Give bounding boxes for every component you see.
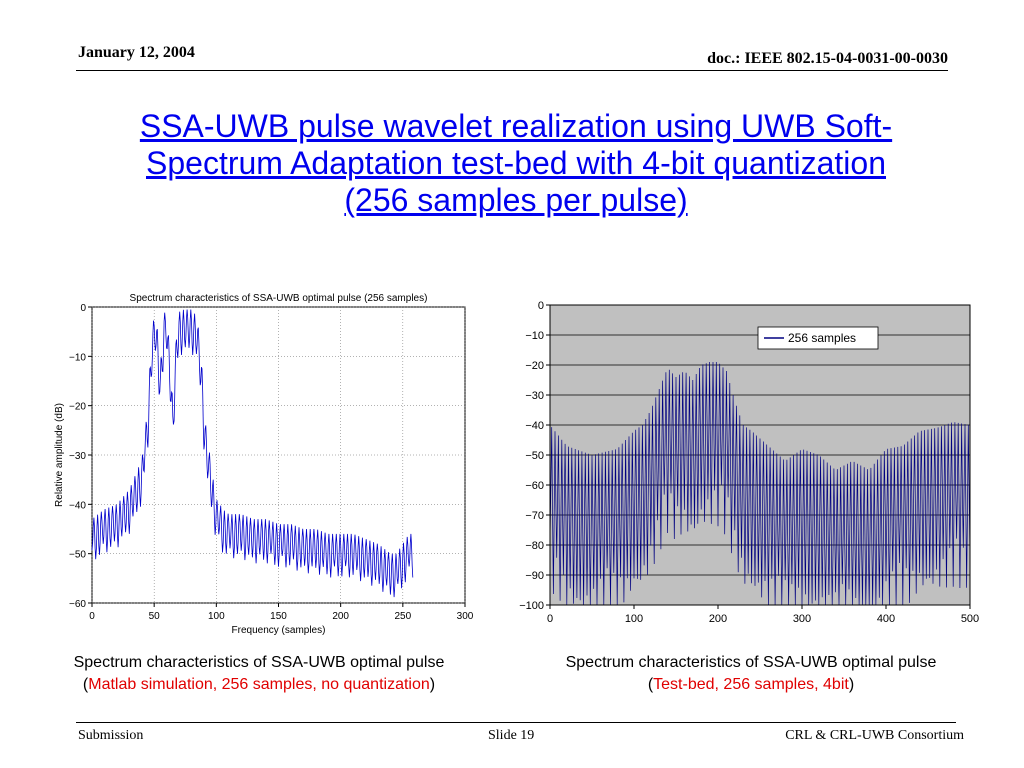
x-axis-label: Frequency (samples) <box>232 625 326 635</box>
left-caption-close: ) <box>429 676 436 693</box>
x-tick-label: 200 <box>709 613 727 625</box>
y-tick-label: −60 <box>525 480 544 492</box>
y-tick-label: −10 <box>69 352 86 363</box>
chart-title: Spectrum characteristics of SSA-UWB opti… <box>130 293 428 304</box>
y-tick-label: −20 <box>525 360 544 372</box>
y-tick-label: −30 <box>525 390 544 402</box>
x-tick-label: 100 <box>625 613 643 625</box>
header-doc-id: doc.: IEEE 802.15-04-0031-00-0030 <box>707 50 948 67</box>
right-caption-open: ( <box>647 676 654 693</box>
y-tick-label: −50 <box>525 450 544 462</box>
y-tick-label: −90 <box>525 570 544 582</box>
y-tick-label: −30 <box>69 451 86 462</box>
y-tick-label: −70 <box>525 510 544 522</box>
left-caption-open: ( <box>82 676 89 693</box>
x-tick-label: 0 <box>89 611 95 622</box>
y-tick-label: 0 <box>538 300 544 312</box>
y-tick-label: −50 <box>69 550 86 561</box>
footer-organization: CRL & CRL-UWB Consortium <box>785 728 964 743</box>
header-date: January 12, 2004 <box>78 44 195 61</box>
x-tick-label: 150 <box>270 611 287 622</box>
slide-title-line-1: SSA-UWB pulse wavelet realization using … <box>139 108 893 144</box>
left-caption-highlight: Matlab simulation, 256 samples, no quant… <box>88 676 430 693</box>
y-axis-label: Relative amplitude (dB) <box>54 403 65 507</box>
x-tick-label: 200 <box>332 611 349 622</box>
slide-title-line-3: (256 samples per pulse) <box>344 182 688 218</box>
x-tick-label: 0 <box>547 613 553 625</box>
footer-slide-number: Slide 19 <box>488 728 535 743</box>
footer-divider <box>76 722 956 723</box>
left-spectrum-chart: 0−10−20−30−40−50−600 50 100 150 200 250 300Spe… <box>54 293 474 635</box>
footer-submission: Submission <box>78 728 144 743</box>
y-tick-label: −20 <box>69 402 86 413</box>
right-chart-caption: Spectrum characteristics of SSA-UWB opti… <box>516 652 986 696</box>
slide-title-line-2: Spectrum Adaptation test-bed with 4-bit … <box>146 145 886 181</box>
x-tick-label: 400 <box>877 613 895 625</box>
x-tick-label: 500 <box>961 613 979 625</box>
y-tick-label: −60 <box>69 599 86 610</box>
x-tick-label: 300 <box>457 611 474 622</box>
slide-title: SSA-UWB pulse wavelet realization using … <box>80 108 952 219</box>
left-chart-caption: Spectrum characteristics of SSA-UWB opti… <box>24 652 494 696</box>
series-line <box>549 361 971 606</box>
x-tick-label: 300 <box>793 613 811 625</box>
y-tick-label: −40 <box>69 500 86 511</box>
y-tick-label: 0 <box>80 303 86 314</box>
plot-border <box>549 304 971 606</box>
x-tick-label: 100 <box>208 611 225 622</box>
y-tick-label: −10 <box>525 330 544 342</box>
right-caption-close: ) <box>848 676 855 693</box>
y-tick-label: −40 <box>525 420 544 432</box>
series-line <box>91 309 414 598</box>
header-divider <box>76 70 948 71</box>
legend-box <box>757 326 879 350</box>
x-tick-label: 250 <box>394 611 411 622</box>
x-tick-label: 50 <box>149 611 161 622</box>
right-caption-line-1: Spectrum characteristics of SSA-UWB opti… <box>565 654 937 671</box>
left-caption-line-1: Spectrum characteristics of SSA-UWB opti… <box>73 654 445 671</box>
y-tick-label: −100 <box>519 600 544 612</box>
legend-label: 256 samples <box>788 331 856 345</box>
y-tick-label: −80 <box>525 540 544 552</box>
right-caption-highlight: Test-bed, 256 samples, 4bit <box>653 676 849 693</box>
